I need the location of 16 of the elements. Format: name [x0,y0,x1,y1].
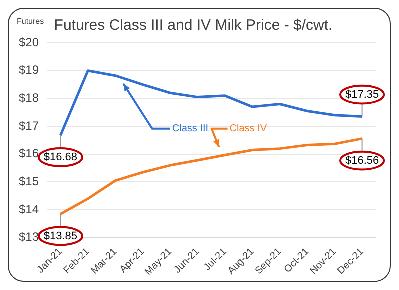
y-tick-label: $19 [18,63,40,78]
data-label: $13.85 [44,230,78,242]
data-label: $16.68 [44,151,78,164]
text: Futures [17,17,44,26]
y-tick-label: $16 [18,146,40,161]
y-tick-label: $18 [18,91,40,106]
y-tick-label: $14 [18,202,40,216]
data-label: $16.56 [345,154,380,167]
y-tick-label: $15 [18,174,40,189]
y-tick-label: $17 [18,118,40,133]
series-label: Class IV [230,124,268,135]
data-label: $17.35 [345,88,380,101]
y-tick-label: $20 [18,35,40,50]
text: Class III [172,124,209,135]
chart-title: Futures Class III and IV Milk Price - $/cwt. [54,17,333,34]
y-tick-label: $13 [18,230,40,244]
